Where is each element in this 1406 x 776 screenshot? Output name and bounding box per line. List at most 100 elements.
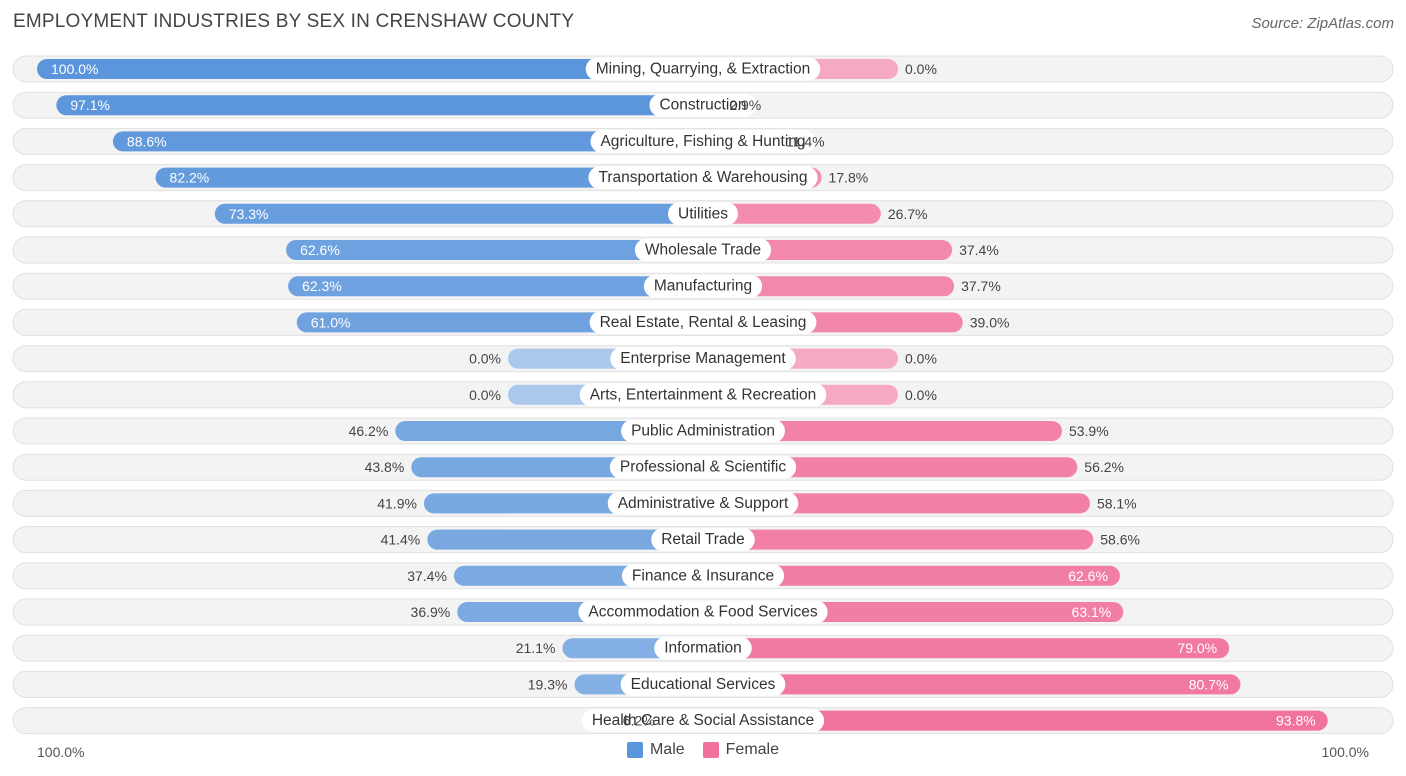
male-value-label: 0.0% [469,351,501,367]
category-pill [621,564,785,588]
category-pill [610,347,796,371]
male-value-label: 73.3% [229,206,269,222]
category-pill [581,709,825,733]
female-value-label: 26.7% [888,206,928,222]
female-value-label: 56.2% [1084,459,1124,475]
category-pill [651,528,755,552]
male-bar [112,131,713,152]
category-label: Educational Services [631,676,776,693]
female-bar [693,421,1062,441]
female-swatch [702,742,719,758]
category-pill [578,600,828,624]
legend-male-label: Male [649,741,685,758]
category-pill [668,202,738,226]
male-value-label: 19.3% [528,676,568,692]
male-value-label: 36.9% [411,604,451,620]
female-value-label: 2.9% [729,97,761,113]
category-pill [620,672,786,696]
axis-right-label: 100.0% [1321,744,1369,760]
male-value-label: 43.8% [365,459,405,475]
male-bar [56,95,713,116]
male-value-label: 62.3% [302,278,342,294]
category-label: Finance & Insurance [632,567,774,584]
female-value-label: 62.6% [1068,568,1108,584]
male-value-label: 62.6% [300,242,340,258]
category-pill [588,166,818,190]
category-pill [643,274,763,298]
male-bar [427,529,713,550]
female-value-label: 79.0% [1177,640,1217,656]
female-bar [693,674,1241,695]
category-pill [634,238,772,262]
female-value-label: 58.1% [1097,495,1137,511]
chart-title: EMPLOYMENT INDUSTRIES BY SEX IN CRENSHAW… [13,11,575,32]
category-label: Agriculture, Fishing & Hunting [600,133,805,150]
female-value-label: 0.0% [905,387,937,403]
male-value-label: 100.0% [51,61,98,77]
male-value-label: 21.1% [516,640,556,656]
category-pill [585,57,821,81]
male-value-label: 88.6% [127,133,167,149]
category-pill [579,383,827,407]
category-label: Arts, Entertainment & Recreation [590,386,817,403]
legend-female-label: Female [725,741,780,758]
axis-left-label: 100.0% [37,744,85,760]
source-label: Source: ZipAtlas.com [1251,15,1394,32]
category-label: Public Administration [631,423,775,440]
category-label: Manufacturing [654,278,752,295]
male-value-label: 82.2% [170,170,210,186]
female-value-label: 37.4% [959,242,999,258]
category-label: Wholesale Trade [645,242,761,259]
male-value-label: 37.4% [407,568,447,584]
male-bar [37,59,713,79]
male-value-label: 46.2% [349,423,389,439]
category-pill [590,129,816,153]
category-label: Accommodation & Food Services [588,604,817,621]
category-pill [654,636,752,660]
category-label: Construction [659,97,746,114]
female-value-label: 17.8% [829,170,869,186]
female-value-label: 11.4% [786,133,825,149]
legend: Male Female [0,741,1406,759]
female-bar [693,203,881,224]
category-label: Information [664,640,742,657]
category-pill [621,419,785,443]
male-bar [214,203,713,224]
female-bar [693,529,1094,550]
category-pill [589,310,817,334]
category-pill [649,93,757,117]
male-swatch [626,742,643,758]
female-value-label: 63.1% [1072,604,1112,620]
male-bar [288,276,713,297]
female-bar [693,710,1328,731]
male-value-label: 61.0% [311,314,351,330]
male-bar [286,240,713,260]
category-label: Health Care & Social Assistance [592,712,814,729]
female-bar [693,565,1120,586]
female-bar [693,638,1230,659]
male-value-label: 97.1% [70,97,110,113]
female-value-label: 58.6% [1100,532,1140,548]
category-label: Real Estate, Rental & Leasing [600,314,807,331]
category-label: Mining, Quarrying, & Extraction [596,61,811,78]
category-label: Retail Trade [661,531,745,548]
category-label: Utilities [678,205,728,222]
female-value-label: 37.7% [961,278,1001,294]
male-bar [155,167,714,188]
male-value-label: 6.2% [623,713,655,729]
category-label: Professional & Scientific [620,459,787,476]
female-value-label: 39.0% [970,314,1010,330]
female-value-label: 80.7% [1189,676,1229,692]
category-label: Transportation & Warehousing [598,169,807,186]
female-value-label: 93.8% [1276,713,1316,729]
female-value-label: 0.0% [905,61,937,77]
female-value-label: 0.0% [905,351,937,367]
male-value-label: 41.9% [377,495,417,511]
male-value-label: 0.0% [469,387,501,403]
chart-area: Mining, Quarrying, & Extraction 100.0% 0.0… [12,55,1394,735]
male-value-label: 41.4% [381,532,421,548]
legend-item-female[interactable]: Female [702,741,780,759]
female-value-label: 53.9% [1069,423,1109,439]
category-pill [607,491,799,515]
legend-item-male[interactable]: Male [626,741,685,759]
